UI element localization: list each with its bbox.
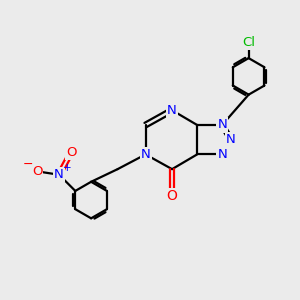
Text: N: N [226, 133, 236, 146]
Text: N: N [54, 168, 64, 181]
Text: N: N [167, 104, 177, 117]
Text: N: N [141, 148, 151, 161]
Text: O: O [67, 146, 77, 159]
Text: O: O [167, 189, 178, 202]
Text: Cl: Cl [242, 36, 255, 49]
Text: +: + [63, 163, 72, 173]
Text: N: N [217, 118, 227, 131]
Text: −: − [23, 158, 33, 171]
Text: O: O [32, 165, 42, 178]
Text: N: N [217, 148, 227, 161]
